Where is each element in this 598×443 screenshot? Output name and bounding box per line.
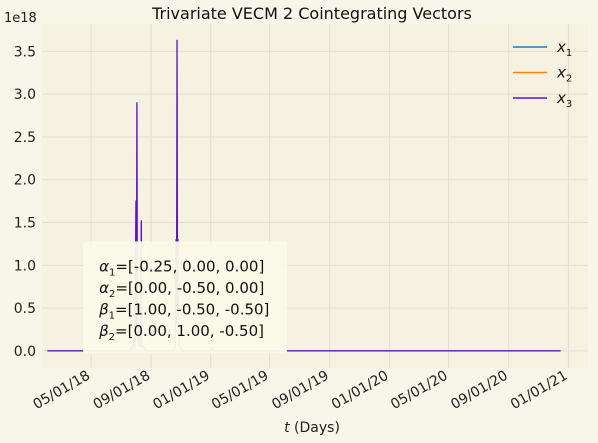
x-axis-label-text: (Days) (290, 420, 340, 436)
legend-label-symbol: x (556, 89, 566, 107)
legend-label-symbol: x (556, 64, 566, 82)
legend-label-subscript: 1 (566, 48, 572, 59)
annotation-line: β2=[0.00, 1.00, -0.50] (98, 322, 264, 343)
legend-label-x1: x1 (556, 38, 572, 59)
annotation-text: =[0.00, -0.50, 0.00] (115, 279, 264, 297)
annotation-line: β1=[1.00, -0.50, -0.50] (98, 300, 269, 321)
grid (42, 24, 588, 368)
y-tick-label: 1.0 (14, 258, 36, 274)
legend-label-x3: x3 (556, 89, 572, 110)
y-tick-label: 3.0 (14, 87, 36, 103)
annotation-symbol: α (99, 279, 109, 297)
annotation-symbol: β (98, 322, 109, 340)
y-tick-label: 1.5 (14, 216, 36, 232)
annotation-subscript: 1 (109, 310, 115, 321)
annotation-box (83, 241, 288, 354)
annotation-line: α1=[-0.25, 0.00, 0.00] (99, 257, 264, 278)
annotation-symbol: β (98, 300, 109, 318)
annotation-text: =[-0.25, 0.00, 0.00] (115, 257, 264, 275)
annotation-text: =[0.00, 1.00, -0.50] (115, 322, 264, 340)
x-axis-label-symbol: t (284, 420, 290, 436)
y-tick-label: 0.5 (14, 301, 36, 317)
annotation-subscript: 2 (109, 289, 115, 300)
legend-label-symbol: x (556, 38, 566, 56)
annotation-line: α2=[0.00, -0.50, 0.00] (99, 279, 264, 300)
x-axis-label: t (Days) (284, 420, 340, 436)
legend-label-subscript: 2 (566, 74, 572, 85)
annotation-text: =[1.00, -0.50, -0.50] (115, 300, 269, 318)
annotation-subscript: 1 (109, 267, 115, 278)
y-tick-label: 0.0 (14, 344, 36, 360)
chart-title: Trivariate VECM 2 Cointegrating Vectors (151, 4, 472, 23)
annotation-layer: α1=[-0.25, 0.00, 0.00]α2=[0.00, -0.50, 0… (83, 241, 288, 354)
annotation-symbol: α (99, 257, 109, 275)
legend-label-subscript: 3 (566, 99, 572, 110)
y-tick-label: 2.0 (14, 173, 36, 189)
y-tick-label: 3.5 (14, 44, 36, 60)
annotation-subscript: 2 (109, 332, 115, 343)
y-axis: 0.0 0.5 1.0 1.5 2.0 2.5 3.0 3.5 (14, 44, 36, 360)
legend-label-x2: x2 (556, 64, 572, 85)
y-offset-label: 1e18 (4, 11, 37, 26)
y-tick-label: 2.5 (14, 130, 36, 146)
